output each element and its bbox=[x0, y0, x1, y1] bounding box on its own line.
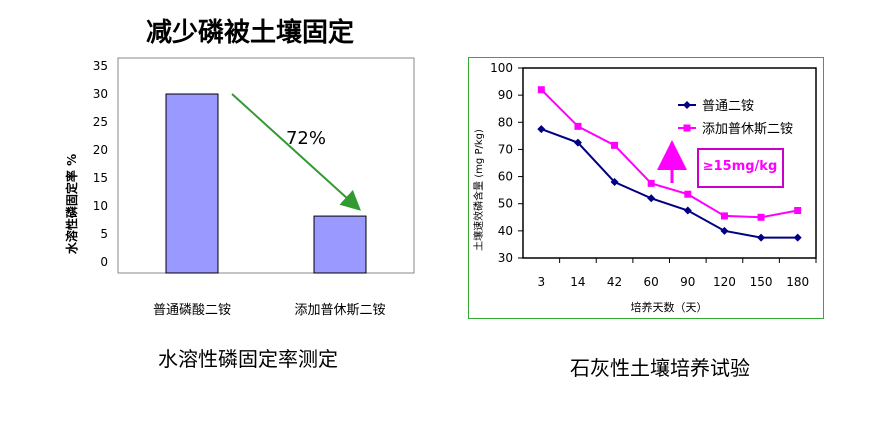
series-line bbox=[540, 89, 798, 219]
data-point bbox=[610, 178, 619, 186]
data-point bbox=[720, 212, 728, 220]
data-point bbox=[757, 233, 766, 242]
data-point bbox=[647, 179, 655, 187]
y-tick-label: 25 bbox=[93, 115, 108, 129]
y-tick-label: 60 bbox=[498, 170, 513, 184]
y-tick-label: 70 bbox=[498, 142, 513, 156]
x-tick-label: 90 bbox=[680, 275, 695, 289]
series-line bbox=[540, 128, 798, 239]
page-title: 减少磷被土壤固定 bbox=[145, 18, 354, 48]
increase-annotation: ≥15mg/kg bbox=[703, 159, 778, 174]
y-axis-label: 水溶性磷固定率 % bbox=[64, 154, 79, 254]
plot-frame bbox=[117, 57, 415, 274]
x-axis-label: 培养天数（天） bbox=[631, 300, 708, 314]
x-tick-label: 120 bbox=[713, 275, 736, 289]
right-chart-caption: 石灰性土壤培养试验 bbox=[570, 356, 750, 380]
x-tick-label: 60 bbox=[644, 275, 659, 289]
data-point bbox=[720, 226, 729, 235]
legend-label: 普通二铵 bbox=[702, 99, 754, 114]
data-point bbox=[794, 207, 802, 214]
y-tick-label: 40 bbox=[498, 224, 513, 238]
legend-marker bbox=[683, 124, 691, 132]
bar bbox=[313, 215, 367, 274]
y-axis-label: 土壤速效磷含量 (mg P/kg) bbox=[472, 129, 485, 251]
y-tick-label: 50 bbox=[498, 197, 513, 211]
legend-marker bbox=[683, 101, 691, 109]
data-point bbox=[537, 86, 545, 94]
x-tick-label: 3 bbox=[537, 275, 545, 289]
legend-label: 添加普休斯二铵 bbox=[702, 122, 793, 137]
left-chart-caption: 水溶性磷固定率测定 bbox=[158, 347, 338, 371]
data-point bbox=[683, 206, 692, 215]
bar-chart: 水溶性磷固定率 % 0 5 10 15 20 25 30 35 普通磷酸二铵 添加普休斯二铵 7… bbox=[64, 57, 415, 318]
reduction-annotation: 72% bbox=[286, 128, 326, 149]
data-point bbox=[684, 190, 692, 198]
x-category-label: 普通磷酸二铵 bbox=[153, 303, 231, 318]
y-tick-label: 10 bbox=[93, 199, 108, 213]
increase-annotation-box bbox=[697, 148, 784, 188]
y-tick-label: 35 bbox=[93, 59, 108, 73]
data-point bbox=[793, 233, 802, 242]
decrease-arrow bbox=[231, 93, 361, 211]
y-tick-label: 0 bbox=[100, 255, 108, 269]
x-tick-label: 180 bbox=[786, 275, 809, 289]
x-tick-label: 150 bbox=[750, 275, 773, 289]
line-chart: 土壤速效磷含量 (mg P/kg) 30 40 50 60 70 80 90 100 3 14 42… bbox=[468, 57, 824, 319]
y-tick-label: 20 bbox=[93, 143, 108, 157]
y-tick-label: 30 bbox=[93, 87, 108, 101]
y-tick-label: 30 bbox=[498, 251, 513, 265]
y-tick-label: 90 bbox=[498, 88, 513, 102]
data-point bbox=[757, 213, 765, 221]
data-point bbox=[573, 138, 582, 147]
data-point bbox=[537, 125, 546, 134]
x-tick-label: 42 bbox=[607, 275, 622, 289]
y-tick-label: 15 bbox=[93, 171, 108, 185]
x-category-label: 添加普休斯二铵 bbox=[294, 303, 385, 318]
y-tick-label: 100 bbox=[490, 61, 513, 75]
data-point bbox=[611, 141, 619, 149]
data-point bbox=[574, 122, 582, 130]
y-tick-label: 80 bbox=[498, 115, 513, 129]
bar bbox=[165, 93, 219, 274]
y-tick-label: 5 bbox=[100, 227, 108, 241]
data-point bbox=[647, 194, 656, 203]
x-tick-label: 14 bbox=[570, 275, 585, 289]
